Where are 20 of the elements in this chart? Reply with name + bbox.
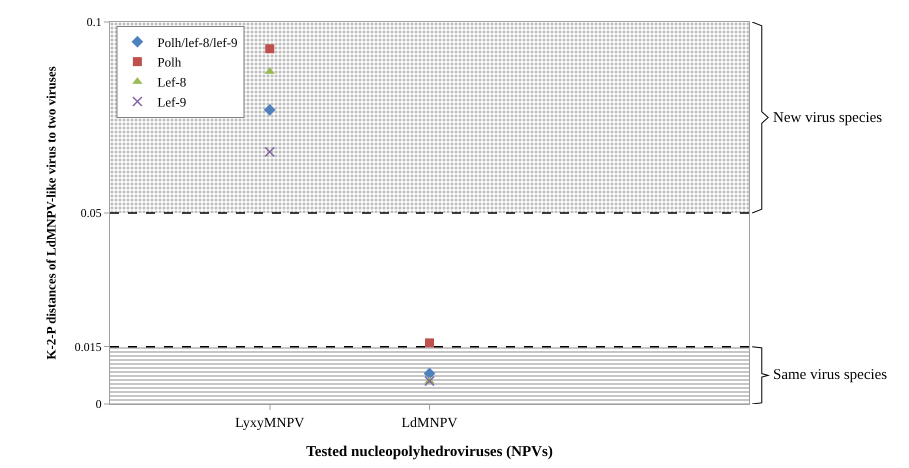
x-axis-title: Tested nucleopolyhedroviruses (NPVs)	[306, 444, 553, 460]
legend-label: Polh/lef-8/lef-9	[157, 34, 238, 50]
x-tick-label: LyxyMNPV	[235, 416, 304, 431]
legend-label: Lef-9	[157, 94, 186, 110]
legend-label: Lef-8	[157, 74, 186, 90]
band-label: Same virus species	[773, 367, 888, 383]
y-tick-label: 0	[96, 397, 102, 412]
point	[424, 376, 435, 386]
y-tick-label: 0.015	[74, 340, 102, 354]
y-axis-title: K-2-P distances of LdMNPV-like virus to two viruses	[44, 66, 59, 360]
band-label: New virus species	[773, 110, 882, 126]
legend-label: Polh	[157, 54, 182, 70]
y-tick-label: 0.05	[80, 206, 102, 220]
y-tick-label: 0.1	[86, 15, 102, 30]
point	[264, 104, 276, 116]
point	[424, 368, 436, 380]
point	[425, 338, 434, 348]
point	[265, 44, 274, 54]
x-tick-label: LdMNPV	[401, 416, 458, 431]
point	[264, 146, 275, 158]
